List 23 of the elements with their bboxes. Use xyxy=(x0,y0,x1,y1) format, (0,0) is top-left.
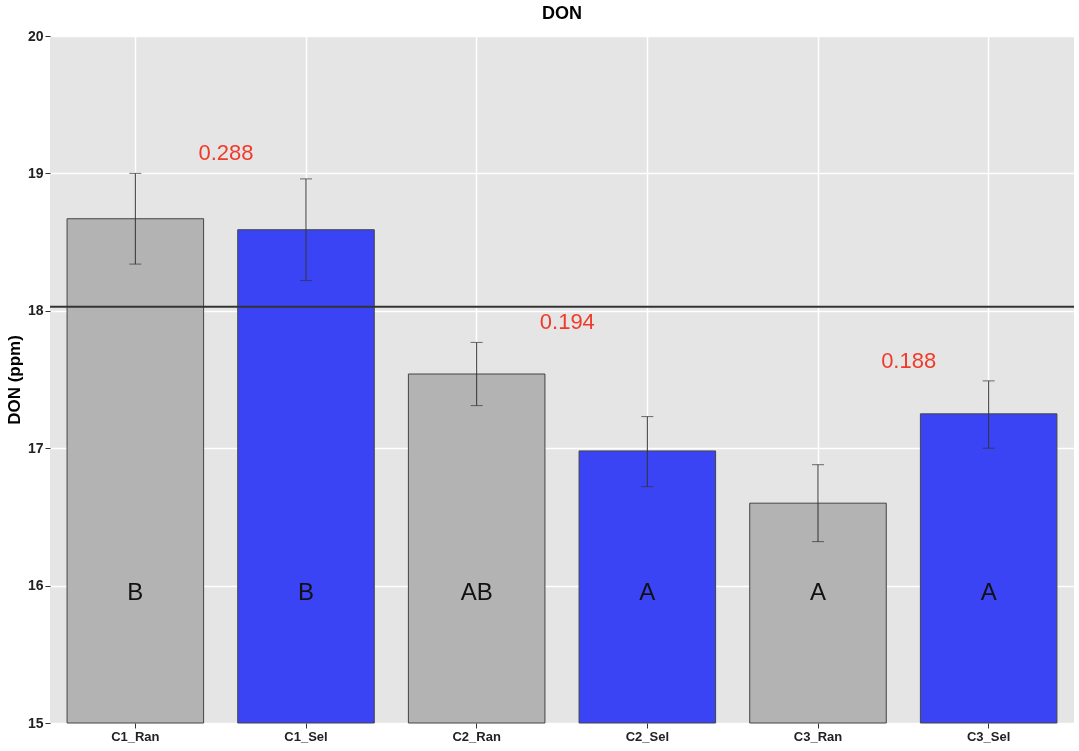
chart-title: DON xyxy=(542,3,582,23)
annotation: 0.288 xyxy=(198,140,254,166)
annotation: A xyxy=(809,578,827,605)
y-tick-label: 19 xyxy=(27,164,44,181)
y-tick-label: 16 xyxy=(27,577,44,594)
y-axis-title: DON (ppm) xyxy=(4,335,24,425)
annotation: B xyxy=(127,578,144,605)
x-tick-label: C1_Sel xyxy=(284,728,328,744)
y-tick-label: 18 xyxy=(27,302,44,319)
annotation: AB xyxy=(460,578,493,605)
annotation: B xyxy=(297,578,315,605)
y-tick-label: 20 xyxy=(27,27,44,44)
y-tick-label: 17 xyxy=(27,439,44,456)
annotation: 0.194 xyxy=(539,309,595,335)
annotation: 0.188 xyxy=(881,347,937,373)
annotation: A xyxy=(980,578,997,605)
x-tick-label: C2_Sel xyxy=(625,728,670,744)
annotation: A xyxy=(639,578,656,605)
x-tick-label: C3_Sel xyxy=(966,728,1011,744)
x-tick-label: C1_Ran xyxy=(111,728,160,744)
x-tick-label: C3_Ran xyxy=(793,728,843,744)
y-tick-label: 15 xyxy=(27,714,44,731)
x-tick-label: C2_Ran xyxy=(452,728,501,744)
